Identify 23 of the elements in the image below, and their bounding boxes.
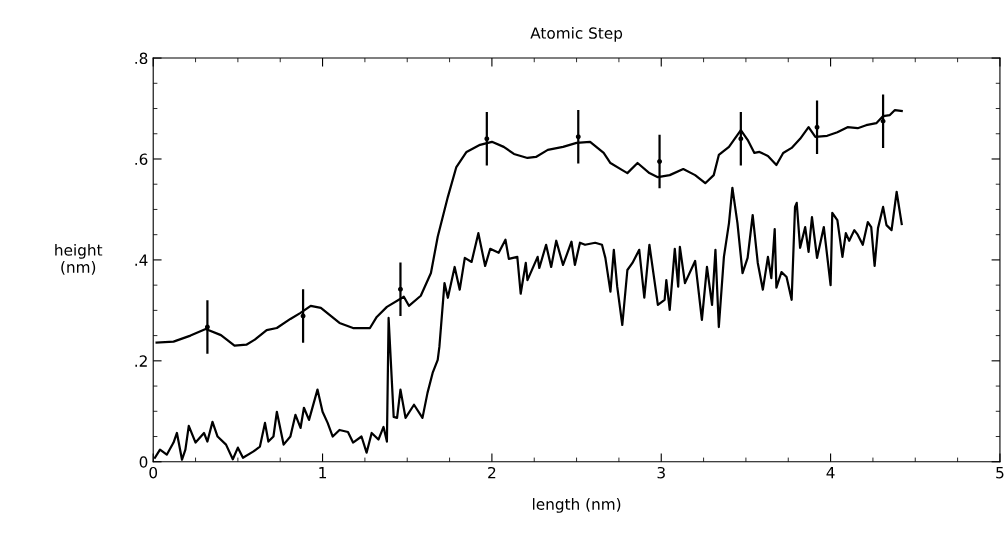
point: [575, 134, 581, 140]
point: [484, 136, 490, 142]
y-tick-label: .6: [135, 153, 148, 166]
x-tick-label: 2: [488, 466, 496, 479]
point: [657, 159, 662, 164]
point: [738, 136, 744, 142]
y-axis-title: height (nm): [55, 243, 103, 275]
x-tick-label: 5: [996, 467, 1004, 479]
x-tick-label: 3: [657, 466, 665, 479]
point: [300, 313, 306, 319]
point: [398, 286, 403, 292]
point: [814, 124, 820, 130]
point: [204, 324, 210, 330]
x-tick-label: 4: [826, 467, 835, 479]
x-axis-title: length (nm): [533, 498, 621, 513]
chart-title: Atomic Step: [530, 27, 623, 42]
y-tick-label: .2: [135, 355, 147, 367]
point: [880, 118, 886, 124]
y-tick-label: 0: [139, 456, 148, 468]
y-tick-label: .8: [135, 52, 148, 65]
x-tick-label: 1: [319, 467, 327, 479]
y-tick-label: .4: [135, 254, 148, 266]
x-tick-label: 0: [149, 466, 158, 479]
